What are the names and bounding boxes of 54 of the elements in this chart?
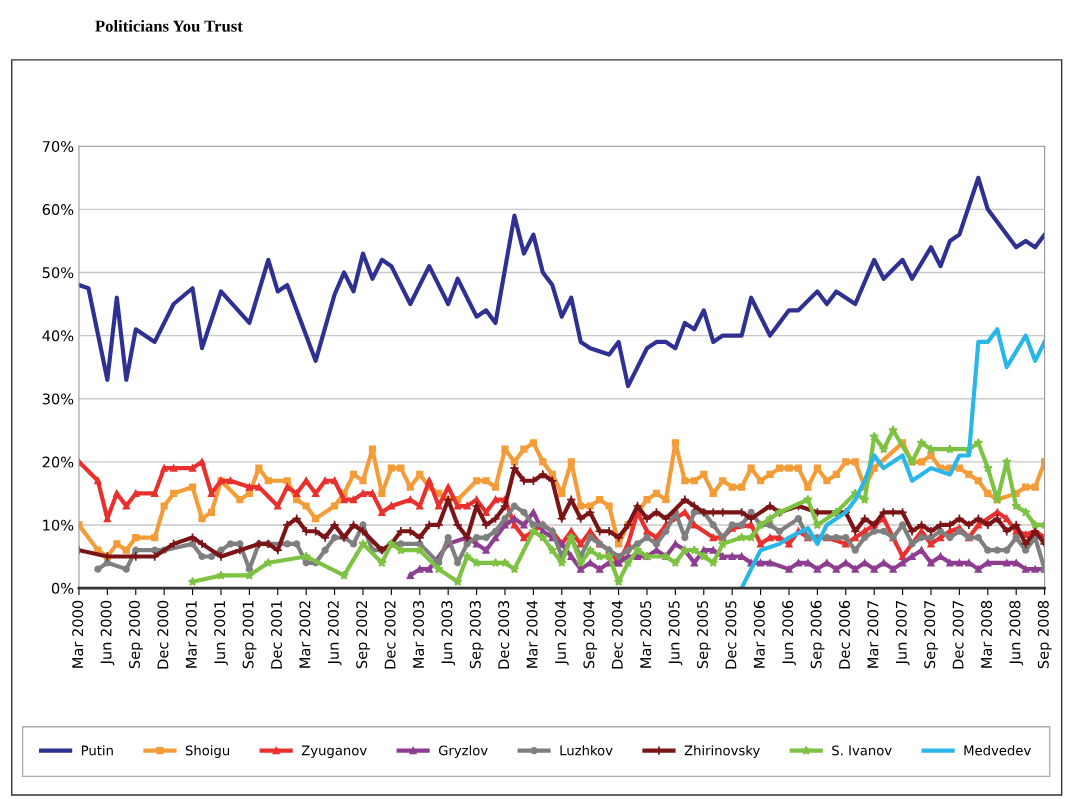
legend-label: Putin [81,745,113,756]
x-tick-label: Dec 2002 [384,601,396,669]
x-tick-label: Mar 2002 [299,601,311,668]
x-tick-label: Jun 2001 [214,601,228,666]
x-tick-label: Jun 2002 [327,601,342,666]
x-tick-label: Jun 2008 [1009,600,1024,666]
x-tick-label: Mar 2007 [867,601,879,668]
legend-label: Luzhkov [560,745,613,756]
x-tick-label: Sep 2003 [469,601,484,669]
x-tick-label: Dec 2004 [611,600,623,669]
x-tick-label: Jun 2003 [441,601,456,666]
x-tick-label: Dec 2006 [838,600,851,669]
x-tick-label: Jun 2004 [554,600,569,666]
x-tick-label: Dec 2007 [952,601,964,669]
x-tick-label: Sep 2001 [242,601,257,669]
x-tick-label: Sep 2000 [128,600,143,669]
legend-label: S. Ivanov [832,745,892,756]
x-tick-label: Dec 2001 [270,601,282,669]
chart-title: Politicians You Trust [95,19,243,32]
y-tick-label: 50% [42,267,74,279]
x-tick-label: Mar 2008 [980,600,993,668]
x-tick-label: Sep 2004 [583,600,598,669]
x-tick-label: Mar 2000 [72,600,84,668]
y-tick-label: 10% [43,519,74,531]
x-tick-label: Sep 2005 [696,601,711,669]
x-tick-label: Sep 2007 [924,601,939,669]
x-tick-label: Mar 2003 [412,601,424,668]
y-tick-label: 40% [42,330,74,342]
y-tick-label: 60% [42,204,74,216]
y-tick-label: 0% [51,582,74,594]
x-tick-label: Sep 2002 [356,601,371,669]
legend-label: Gryzlov [438,745,488,758]
x-tick-label: Mar 2005 [640,601,652,668]
x-tick-label: Sep 2006 [810,600,825,669]
legend-label: Medvedev [964,745,1031,756]
legend-label: Shoigu [185,745,229,758]
legend-label: Zyuganov [301,745,367,758]
x-tick-label: Dec 2000 [157,600,169,669]
x-tick-label: Jun 2005 [668,601,683,666]
y-tick-label: 70% [42,140,74,152]
line-series [78,175,1045,389]
x-tick-label: Jun 2007 [895,601,910,666]
x-tick-label: Mar 2004 [526,600,538,668]
y-tick-label: 20% [42,456,74,468]
x-tick-label: Mar 2006 [753,600,765,668]
x-tick-label: Mar 2001 [185,601,197,668]
x-tick-label: Dec 2005 [725,601,737,669]
x-tick-label: Dec 2003 [498,601,510,669]
x-tick-label: Sep 2008 [1037,600,1052,669]
line-series [739,327,1045,589]
y-tick-label: 30% [42,393,74,405]
x-tick-label: Jun 2006 [782,600,796,666]
legend-label: Zhirinovsky [684,745,760,758]
x-tick-label: Jun 2000 [100,600,115,666]
